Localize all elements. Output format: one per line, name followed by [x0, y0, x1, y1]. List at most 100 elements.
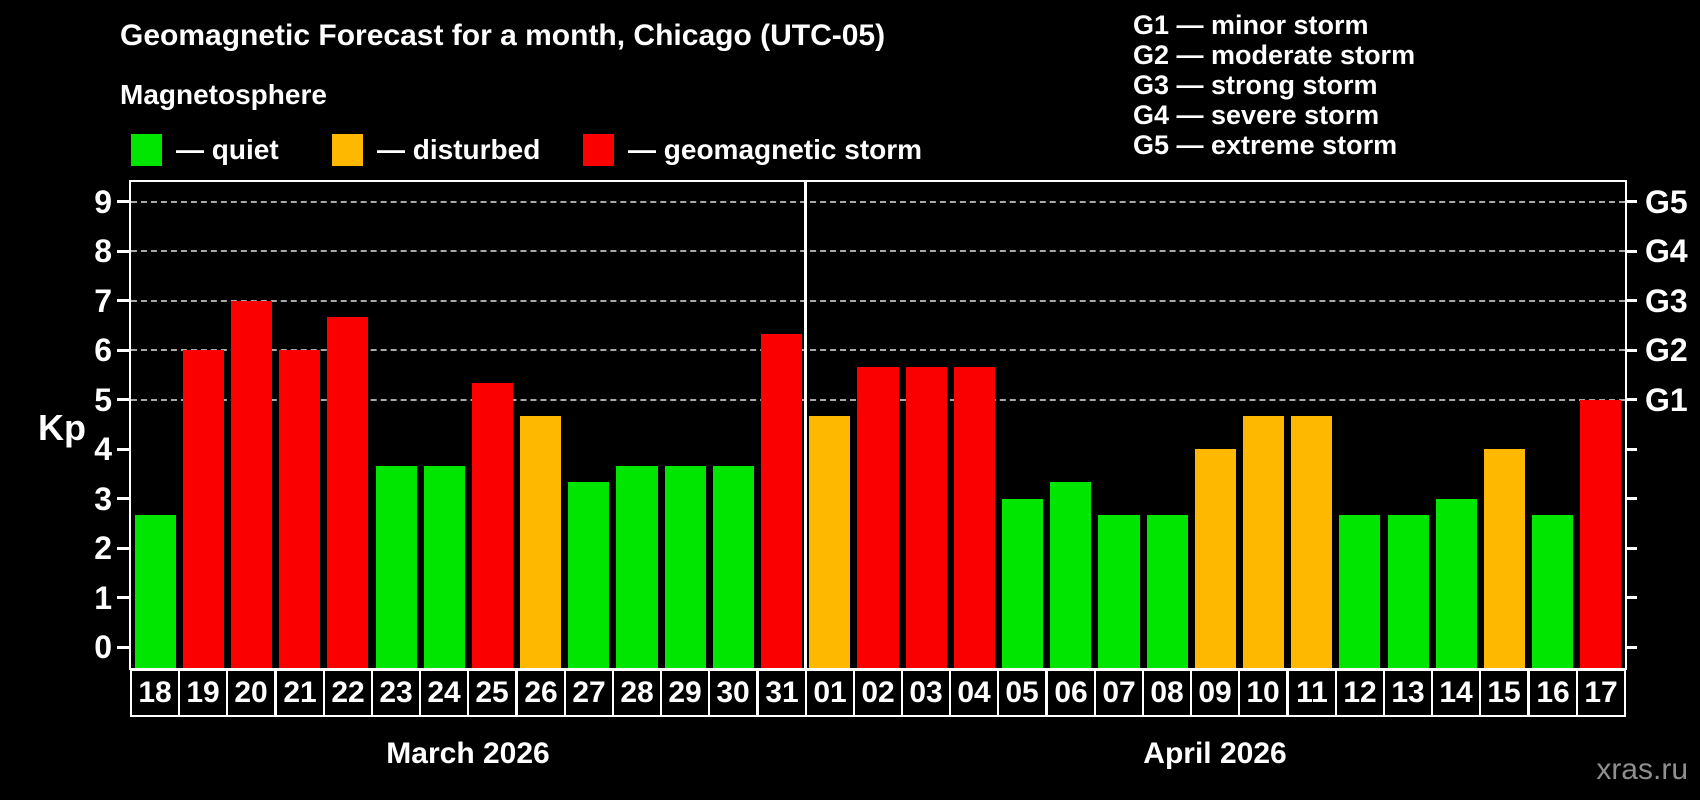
date-cell-04: 04: [949, 669, 999, 717]
kp-bar-02: [857, 366, 899, 668]
kp-bar-10: [1243, 416, 1285, 668]
y-axis-tick-left-7: [117, 299, 129, 303]
y-axis-label-5: 5: [94, 381, 112, 418]
date-cell-17: 17: [1576, 669, 1626, 717]
date-cell-09: 09: [1190, 669, 1240, 717]
y-axis-tick-right-9: [1625, 200, 1637, 204]
date-cell-16: 16: [1528, 669, 1578, 717]
date-cell-02: 02: [853, 669, 903, 717]
y-axis-tick-left-9: [117, 200, 129, 204]
kp-bar-09: [1194, 449, 1236, 668]
kp-bar-06: [1050, 482, 1092, 668]
kp-bar-30: [712, 465, 754, 668]
y-axis-label-1: 1: [94, 579, 112, 616]
date-cell-23: 23: [371, 669, 421, 717]
g-scale-line-1: G1 — minor storm: [1133, 10, 1369, 40]
date-cell-15: 15: [1479, 669, 1529, 717]
y-axis-title: Kp: [38, 407, 86, 448]
plot-area: [129, 180, 1627, 670]
legend-item-storm: — geomagnetic storm: [583, 133, 922, 167]
kp-bar-21: [279, 350, 321, 668]
legend-swatch-disturbed: [332, 134, 363, 166]
y-axis-label-9: 9: [94, 183, 112, 220]
date-cell-25: 25: [467, 669, 517, 717]
date-cell-13: 13: [1383, 669, 1433, 717]
kp-bar-29: [664, 465, 706, 668]
kp-bar-01: [809, 416, 851, 668]
y-axis-tick-left-6: [117, 348, 129, 352]
y-axis-label-2: 2: [94, 530, 112, 567]
kp-bar-26: [520, 416, 562, 668]
kp-bar-20: [230, 300, 273, 668]
gridline-kp7: [131, 299, 1625, 302]
y-axis-tick-left-3: [117, 497, 129, 501]
y-axis-tick-left-0: [117, 645, 129, 649]
y-axis-tick-right-2: [1625, 546, 1637, 550]
y-axis-tick-left-8: [117, 249, 129, 253]
g-level-label-g1: G1: [1645, 381, 1688, 418]
g-scale-line-4: G4 — severe storm: [1133, 100, 1380, 130]
kp-bar-31: [761, 333, 803, 668]
kp-bar-07: [1098, 515, 1140, 668]
kp-bar-24: [423, 465, 465, 668]
kp-bar-16: [1532, 515, 1574, 668]
month-label-2: April 2026: [1143, 737, 1287, 770]
date-cell-01: 01: [805, 669, 855, 717]
date-cell-22: 22: [323, 669, 373, 717]
date-cell-26: 26: [516, 669, 566, 717]
g-level-label-g3: G3: [1645, 282, 1688, 319]
date-cell-20: 20: [226, 669, 276, 717]
month-separator-line: [804, 182, 808, 668]
kp-bar-08: [1146, 515, 1188, 668]
date-cell-14: 14: [1431, 669, 1481, 717]
kp-bar-03: [905, 366, 947, 668]
date-cell-05: 05: [997, 669, 1047, 717]
date-cell-12: 12: [1335, 669, 1385, 717]
date-cell-19: 19: [178, 669, 228, 717]
kp-bar-25: [471, 383, 514, 668]
kp-bar-27: [568, 482, 610, 668]
legend-swatch-quiet: [131, 134, 162, 166]
g-scale-line-2: G2 — moderate storm: [1133, 40, 1416, 70]
y-axis-tick-left-4: [117, 447, 129, 451]
gridline-kp6: [131, 349, 1625, 352]
kp-bar-04: [953, 366, 995, 668]
y-axis-tick-left-5: [117, 398, 129, 402]
y-axis-label-3: 3: [94, 480, 112, 517]
y-axis-tick-left-2: [117, 546, 129, 550]
date-cell-03: 03: [901, 669, 951, 717]
kp-bar-28: [616, 465, 658, 668]
y-axis-tick-right-0: [1625, 645, 1637, 649]
gridline-kp9: [131, 200, 1625, 203]
y-axis-tick-right-5: [1625, 398, 1637, 402]
g-level-label-g5: G5: [1645, 183, 1688, 220]
kp-bar-14: [1435, 498, 1477, 668]
date-cell-08: 08: [1142, 669, 1192, 717]
y-axis-tick-right-3: [1625, 497, 1637, 501]
y-axis-tick-left-1: [117, 596, 129, 600]
date-cell-18: 18: [130, 669, 180, 717]
kp-bar-11: [1291, 416, 1333, 668]
y-axis-tick-right-1: [1625, 596, 1637, 600]
kp-bar-13: [1387, 515, 1429, 668]
y-axis-label-0: 0: [94, 629, 112, 666]
y-axis-label-8: 8: [94, 233, 112, 270]
legend-label-disturbed: — disturbed: [377, 134, 541, 165]
legend-item-disturbed: — disturbed: [332, 133, 540, 167]
date-cell-29: 29: [660, 669, 710, 717]
month-label-1: March 2026: [386, 737, 550, 770]
date-cell-11: 11: [1287, 669, 1337, 717]
date-cell-27: 27: [564, 669, 614, 717]
kp-bar-18: [134, 515, 176, 668]
date-cell-24: 24: [419, 669, 469, 717]
legend-label-storm: — geomagnetic storm: [628, 134, 923, 165]
kp-bar-22: [327, 317, 369, 668]
gridline-kp8: [131, 250, 1625, 253]
y-axis-label-4: 4: [94, 431, 112, 468]
g-scale-legend: G1 — minor storm G2 — moderate storm G3 — …: [1133, 10, 1415, 160]
g-scale-line-5: G5 — extreme storm: [1133, 130, 1398, 160]
y-axis-tick-right-7: [1625, 299, 1637, 303]
y-axis-tick-right-4: [1625, 447, 1637, 451]
y-axis-label-7: 7: [94, 282, 112, 319]
